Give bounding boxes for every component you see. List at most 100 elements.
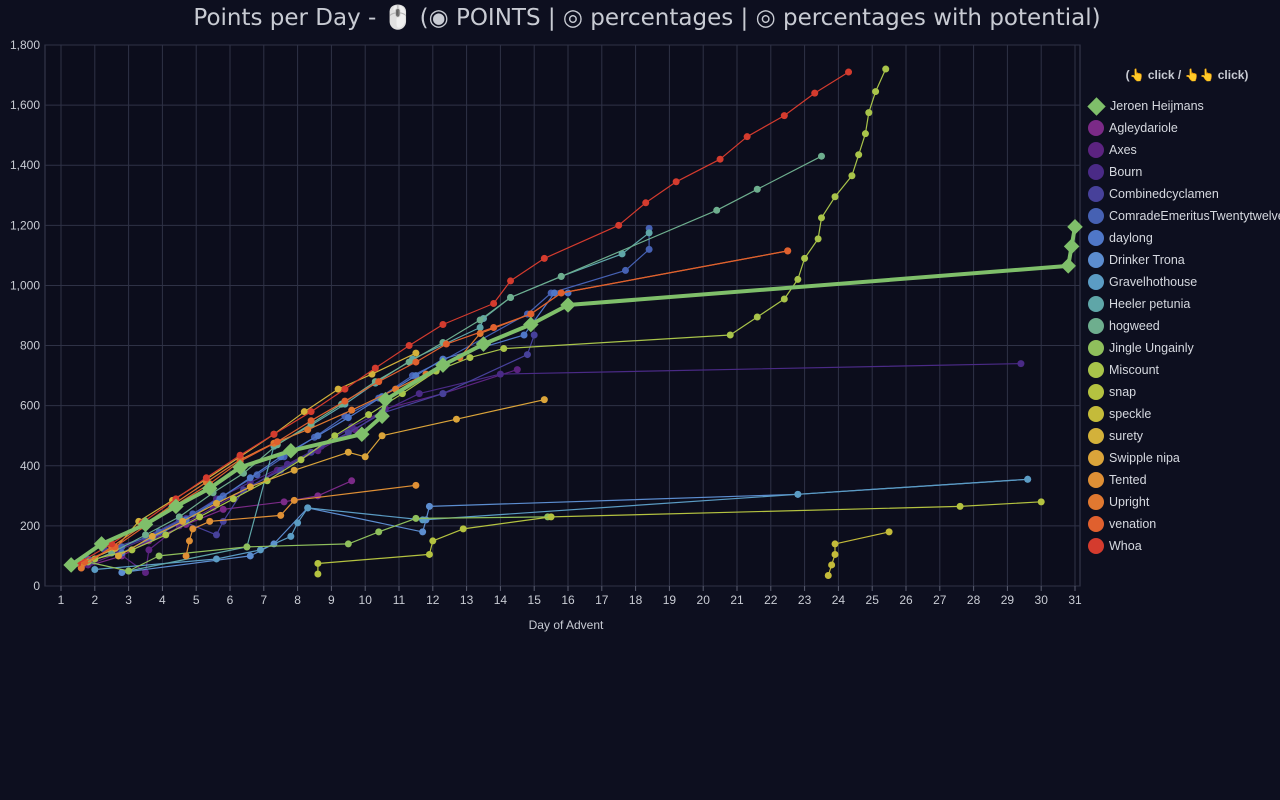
data-point[interactable] [378,432,386,440]
data-point[interactable] [375,528,383,536]
data-point[interactable] [824,571,832,579]
data-point[interactable] [137,516,154,533]
data-point[interactable] [128,546,136,554]
data-point[interactable] [476,316,484,324]
data-point[interactable] [557,289,565,297]
data-point[interactable] [314,559,322,567]
data-point[interactable] [527,310,535,318]
data-point[interactable] [753,185,761,193]
series-snap[interactable] [314,498,1045,578]
data-point[interactable] [828,561,836,569]
data-point[interactable] [848,172,856,180]
data-point[interactable] [365,411,373,419]
data-point[interactable] [550,289,558,297]
line-chart[interactable]: 1 2 3 4 5 6 7 8 9 10 11 12 13 14 15 16 17 18 19 20 21 22 23 24 2… [0,0,1085,640]
data-point[interactable] [1067,219,1083,235]
legend-item-miscount[interactable]: Miscount [1088,359,1278,381]
data-point[interactable] [304,504,312,512]
data-point[interactable] [189,525,197,533]
data-point[interactable] [182,552,190,560]
data-point[interactable] [814,235,822,243]
data-point[interactable] [290,466,298,474]
data-point[interactable] [818,214,825,222]
data-point[interactable] [412,358,420,366]
data-point[interactable] [496,370,504,378]
data-point[interactable] [277,511,285,519]
data-point[interactable] [780,112,788,120]
data-point[interactable] [780,295,788,303]
data-point[interactable] [855,151,863,159]
data-point[interactable] [236,451,244,459]
data-point[interactable] [270,430,278,438]
data-point[interactable] [507,293,515,301]
data-point[interactable] [344,448,352,456]
series-speckle[interactable] [824,528,893,579]
data-point[interactable] [818,152,825,160]
data-point[interactable] [439,390,447,398]
legend-item-hogweed[interactable]: hogweed [1088,315,1278,337]
data-point[interactable] [865,109,873,117]
data-point[interactable] [405,358,413,366]
data-point[interactable] [845,68,853,76]
data-point[interactable] [348,423,356,431]
data-point[interactable] [162,531,170,539]
data-point[interactable] [232,459,248,476]
legend-item-jeroen-heijmans[interactable]: Jeroen Heijmans [1087,95,1278,117]
data-point[interactable] [956,502,964,510]
data-point[interactable] [439,321,447,329]
data-point[interactable] [287,532,295,540]
data-point[interactable] [253,471,261,479]
data-point[interactable] [314,432,322,440]
series-jingle-ungainly[interactable] [84,513,552,575]
data-point[interactable] [341,397,349,405]
data-point[interactable] [540,254,548,262]
data-point[interactable] [206,517,214,525]
data-point[interactable] [801,254,809,262]
legend-item-whoa[interactable]: Whoa [1088,535,1278,557]
data-point[interactable] [466,354,474,362]
data-point[interactable] [179,517,187,525]
data-point[interactable] [125,567,133,575]
data-point[interactable] [148,532,156,540]
data-point[interactable] [142,531,149,539]
data-point[interactable] [1060,258,1077,274]
data-point[interactable] [557,272,565,280]
legend-item-daylong[interactable]: daylong [1088,227,1278,249]
legend-item-agleydariole[interactable]: Agleydariole [1088,117,1278,139]
data-point[interactable] [91,565,99,573]
data-point[interactable] [713,206,721,214]
data-point[interactable] [405,342,413,350]
data-point[interactable] [368,370,376,378]
data-point[interactable] [300,408,308,416]
data-point[interactable] [885,528,893,536]
data-point[interactable] [145,546,153,554]
data-point[interactable] [243,543,251,551]
data-point[interactable] [256,546,264,554]
data-point[interactable] [412,514,420,522]
legend-item-drinker-trona[interactable]: Drinker Trona [1088,249,1278,271]
data-point[interactable] [304,426,312,434]
data-point[interactable] [185,537,193,545]
data-point[interactable] [334,385,342,393]
data-point[interactable] [348,477,356,485]
legend-item-upright[interactable]: Upright [1088,491,1278,513]
data-point[interactable] [861,130,869,138]
data-point[interactable] [344,540,352,548]
data-point[interactable] [219,505,227,513]
data-point[interactable] [452,415,460,423]
data-point[interactable] [344,414,352,422]
data-point[interactable] [307,417,315,425]
data-point[interactable] [743,133,751,141]
data-point[interactable] [513,366,521,374]
data-point[interactable] [419,516,427,524]
data-point[interactable] [246,474,254,482]
data-point[interactable] [202,474,210,482]
legend-item-jingle-ungainly[interactable]: Jingle Ungainly [1088,337,1278,359]
data-point[interactable] [1017,360,1025,368]
legend-item-tented[interactable]: Tented [1088,469,1278,491]
legend-item-speckle[interactable]: speckle [1088,403,1278,425]
data-point[interactable] [294,519,302,527]
data-point[interactable] [642,199,650,207]
data-point[interactable] [419,528,427,536]
data-point[interactable] [196,513,204,521]
